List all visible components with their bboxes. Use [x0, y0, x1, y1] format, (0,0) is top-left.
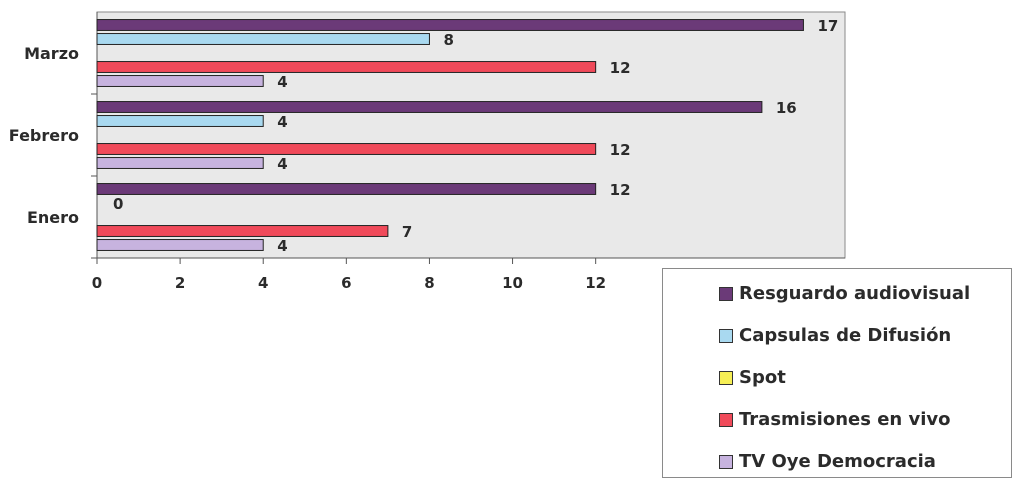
- legend: Resguardo audiovisual Capsulas de Difusi…: [662, 268, 1012, 478]
- x-tick-label: 2: [175, 274, 185, 292]
- data-label: 12: [610, 59, 631, 77]
- legend-label-spot: Spot: [739, 367, 786, 388]
- legend-item-resguardo: Resguardo audiovisual: [719, 283, 970, 304]
- data-label: 12: [610, 181, 631, 199]
- data-label: 0: [113, 195, 123, 213]
- data-label: 16: [776, 99, 797, 117]
- x-tick-label: 12: [585, 274, 606, 292]
- x-tick-label: 4: [258, 274, 268, 292]
- legend-item-tv-oye: TV Oye Democracia: [719, 451, 936, 472]
- legend-item-capsulas: Capsulas de Difusión: [719, 325, 951, 346]
- legend-swatch-resguardo: [719, 286, 733, 301]
- data-label: 4: [277, 237, 287, 255]
- data-label: 17: [817, 17, 838, 35]
- bar: [96, 143, 597, 155]
- bar: [96, 19, 804, 31]
- legend-swatch-trasmisiones: [719, 412, 733, 427]
- data-label: 8: [443, 31, 453, 49]
- category-label: Enero: [27, 208, 79, 227]
- bar: [96, 101, 763, 113]
- bar: [96, 61, 597, 73]
- legend-item-trasmisiones: Trasmisiones en vivo: [719, 409, 951, 430]
- bar: [96, 115, 264, 127]
- x-tick-label: 8: [424, 274, 434, 292]
- data-label: 4: [277, 113, 287, 131]
- bar: [96, 157, 264, 169]
- legend-label-capsulas: Capsulas de Difusión: [739, 325, 952, 346]
- legend-label-trasmisiones: Trasmisiones en vivo: [739, 409, 951, 430]
- legend-swatch-capsulas: [719, 328, 733, 343]
- bar: [96, 239, 264, 251]
- bar: [96, 183, 597, 195]
- category-label: Marzo: [24, 44, 79, 63]
- bar: [96, 225, 389, 237]
- legend-swatch-spot: [719, 370, 733, 385]
- legend-label-tv-oye: TV Oye Democracia: [739, 451, 936, 472]
- x-tick-label: 0: [92, 274, 102, 292]
- bar: [96, 75, 264, 87]
- bar: [96, 33, 430, 45]
- legend-swatch-tv-oye: [719, 454, 733, 469]
- x-tick-label: 6: [341, 274, 351, 292]
- category-label: Febrero: [9, 126, 79, 145]
- data-label: 4: [277, 73, 287, 91]
- data-label: 7: [402, 223, 412, 241]
- data-label: 12: [610, 141, 631, 159]
- legend-label-resguardo: Resguardo audiovisual: [739, 283, 971, 304]
- data-label: 4: [277, 155, 287, 173]
- x-tick-label: 10: [502, 274, 523, 292]
- legend-item-spot: Spot: [719, 367, 786, 388]
- plot-area: [96, 11, 846, 259]
